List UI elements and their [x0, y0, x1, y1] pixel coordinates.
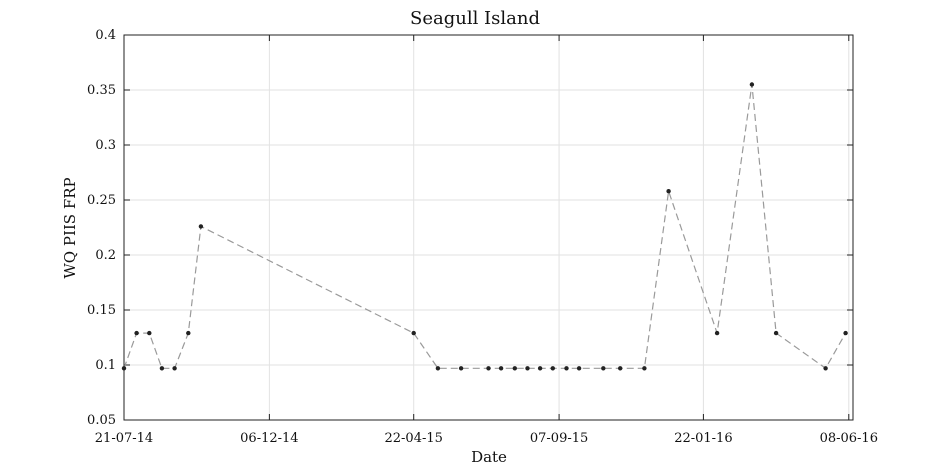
plot-frame: [123, 34, 854, 421]
data-point: [121, 366, 127, 371]
y-axis-label: WQ PIIS FRP: [61, 177, 79, 278]
x-tick-label: 08-06-16: [820, 431, 878, 446]
grid-lines: [123, 35, 853, 420]
x-tick-label: 22-01-16: [674, 431, 732, 446]
data-point: [843, 330, 848, 336]
x-tick-label: 22-04-15: [384, 431, 442, 446]
data-point: [147, 330, 152, 336]
series-layer: [121, 82, 848, 371]
series-line: [123, 84, 847, 370]
data-point: [618, 366, 623, 371]
y-tick-label: 0.15: [87, 303, 116, 318]
data-point: [458, 366, 464, 371]
x-tick-label: 21-07-14: [95, 431, 153, 446]
data-point: [498, 366, 504, 371]
y-tick-label: 0.05: [87, 413, 116, 428]
y-tick-label: 0.1: [95, 358, 116, 373]
data-point: [525, 366, 530, 371]
data-point: [823, 366, 828, 371]
data-point: [198, 224, 204, 229]
data-point: [486, 366, 491, 371]
y-tick-label: 0.4: [95, 28, 116, 43]
data-point: [714, 330, 720, 336]
data-point: [186, 330, 191, 336]
data-point: [564, 366, 569, 371]
data-point: [642, 366, 647, 371]
data-point: [773, 330, 779, 336]
data-point: [550, 366, 555, 371]
data-point: [512, 366, 517, 371]
data-point: [172, 366, 177, 371]
x-axis-label: Date: [471, 448, 507, 466]
x-tick-label: 07-09-15: [530, 431, 588, 446]
data-point: [411, 330, 416, 336]
data-point: [134, 330, 139, 336]
data-point: [576, 366, 582, 371]
chart-title: Seagull Island: [410, 8, 540, 29]
data-point: [435, 366, 441, 371]
data-point: [159, 366, 165, 371]
data-point: [749, 82, 755, 87]
y-tick-label: 0.25: [87, 193, 116, 208]
x-tick-label: 06-12-14: [240, 431, 298, 446]
data-point: [666, 189, 671, 194]
data-point: [537, 366, 543, 371]
axis-ticks: 0.05 0.1 0.15 0.2 0.25 0.3 0.35 0.4 21-07-14 06-1…: [87, 28, 878, 446]
y-tick-label: 0.35: [87, 83, 116, 98]
y-tick-label: 0.2: [95, 248, 116, 263]
data-point: [601, 366, 606, 371]
y-tick-label: 0.3: [95, 138, 116, 153]
